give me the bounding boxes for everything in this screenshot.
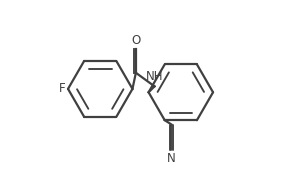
Text: O: O	[132, 34, 141, 47]
Text: NH: NH	[146, 70, 163, 83]
Text: F: F	[59, 82, 65, 95]
Text: N: N	[167, 153, 176, 166]
